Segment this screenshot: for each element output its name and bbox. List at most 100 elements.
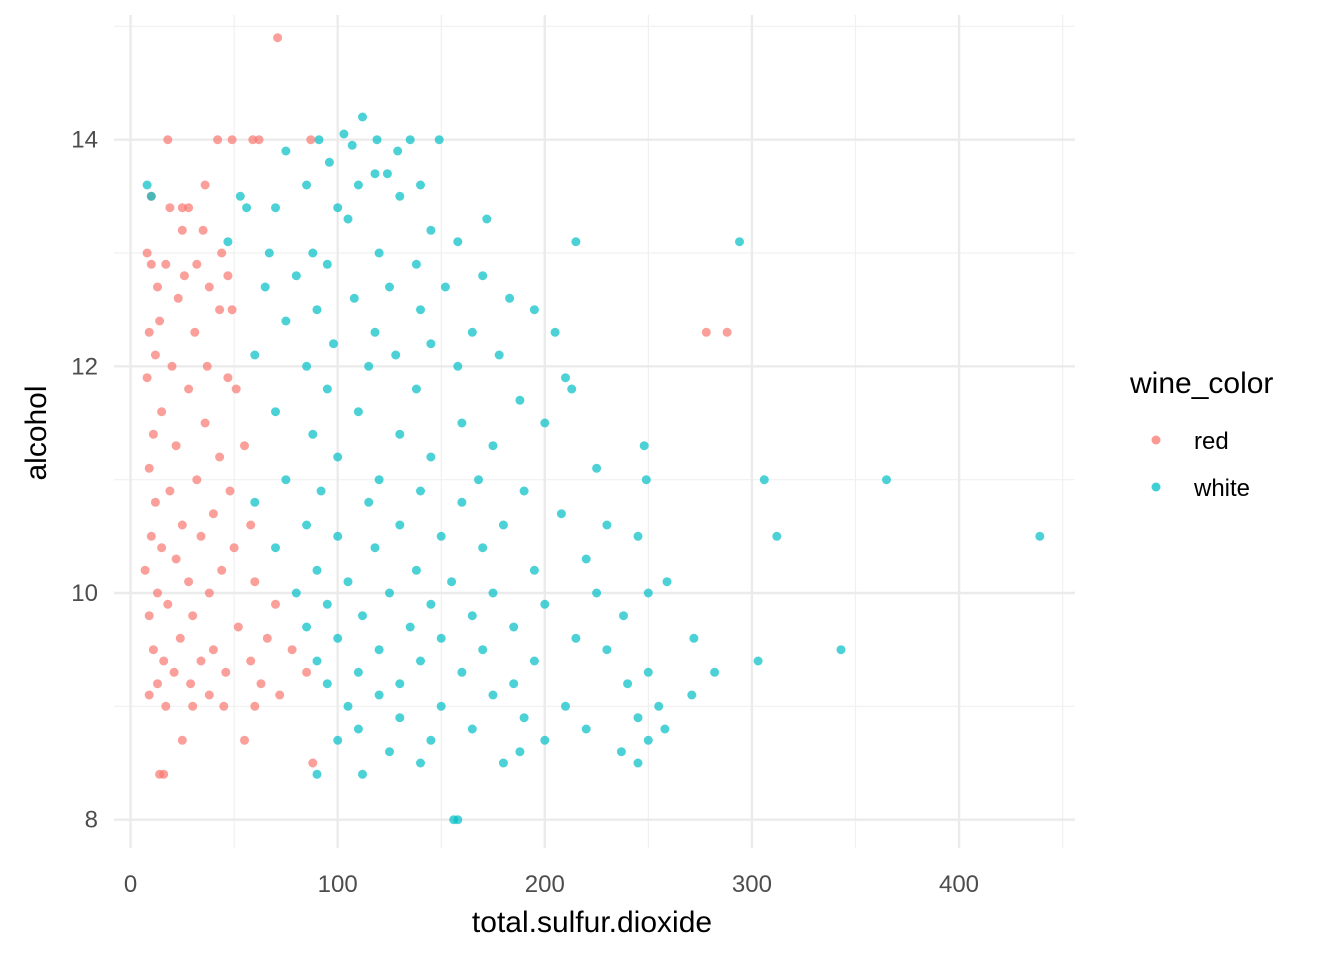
point-red: [192, 475, 202, 485]
point-white: [358, 112, 367, 122]
y-tick-label: 10: [71, 580, 98, 607]
point-white: [540, 418, 550, 428]
point-white: [457, 667, 467, 677]
point-red: [179, 271, 189, 281]
point-red: [188, 701, 198, 711]
point-white: [416, 758, 425, 768]
point-white: [382, 169, 392, 179]
point-white: [333, 735, 343, 745]
point-white: [561, 373, 570, 383]
point-white: [509, 622, 519, 632]
point-white: [302, 520, 312, 530]
point-red: [208, 645, 218, 655]
point-white: [281, 146, 291, 156]
point-red: [146, 259, 156, 269]
point-red: [140, 565, 150, 575]
series-white: [142, 112, 1045, 825]
point-red: [233, 622, 243, 632]
point-red: [153, 679, 162, 689]
point-white: [515, 395, 525, 405]
point-red: [144, 611, 154, 621]
point-white: [281, 475, 291, 485]
point-red: [262, 633, 272, 643]
point-red: [227, 135, 237, 145]
point-white: [405, 135, 415, 145]
legend: wine_color red white: [1129, 367, 1273, 502]
point-white: [509, 679, 519, 689]
point-white: [374, 690, 384, 700]
point-red: [223, 271, 233, 281]
point-red: [196, 531, 206, 541]
point-white: [602, 520, 612, 530]
point-white: [426, 225, 436, 235]
point-white: [416, 486, 425, 496]
point-red: [161, 259, 171, 269]
y-tick-label: 8: [85, 807, 98, 834]
point-white: [426, 339, 436, 349]
x-tick-label: 400: [939, 871, 979, 898]
point-white: [592, 463, 602, 473]
point-red: [184, 203, 194, 213]
point-red: [171, 441, 181, 451]
point-red: [188, 611, 198, 621]
point-white: [395, 713, 405, 723]
point-white: [353, 407, 363, 417]
point-white: [312, 769, 322, 779]
point-white: [308, 248, 318, 258]
point-white: [643, 735, 653, 745]
point-white: [453, 237, 463, 247]
point-white: [467, 327, 477, 337]
point-red: [215, 452, 225, 462]
point-white: [687, 690, 697, 700]
point-white: [571, 237, 581, 247]
point-white: [478, 543, 488, 553]
point-white: [385, 747, 394, 757]
point-white: [235, 191, 245, 201]
point-red: [177, 735, 187, 745]
point-white: [436, 701, 446, 711]
point-white: [395, 520, 405, 530]
point-red: [165, 203, 175, 213]
point-white: [616, 747, 626, 757]
point-white: [291, 588, 301, 598]
point-white: [488, 690, 498, 700]
point-white: [347, 140, 357, 150]
point-white: [322, 599, 332, 609]
point-white: [567, 384, 577, 394]
point-red: [177, 520, 187, 530]
point-white: [529, 656, 539, 666]
point-red: [248, 135, 258, 145]
point-white: [633, 531, 643, 541]
point-red: [157, 407, 167, 417]
point-white: [498, 520, 508, 530]
point-white: [515, 747, 525, 757]
point-white: [302, 622, 312, 632]
point-white: [643, 588, 653, 598]
point-red: [157, 543, 167, 553]
point-red: [153, 588, 162, 598]
point-white: [302, 361, 312, 371]
point-white: [474, 475, 483, 485]
point-white: [540, 599, 550, 609]
point-white: [395, 191, 405, 201]
point-white: [281, 316, 291, 326]
point-red: [144, 463, 154, 473]
point-white: [242, 203, 252, 213]
legend-key-red: [1151, 435, 1161, 445]
point-white: [457, 418, 467, 428]
point-red: [223, 373, 233, 383]
point-white: [308, 429, 318, 439]
point-white: [519, 486, 529, 496]
point-white: [374, 475, 384, 485]
point-white: [329, 339, 338, 349]
point-white: [416, 180, 425, 190]
point-white: [440, 282, 450, 292]
point-red: [163, 135, 173, 145]
point-white: [349, 293, 359, 303]
point-white: [370, 327, 380, 337]
point-red: [225, 486, 235, 496]
point-white: [660, 724, 670, 734]
point-white: [411, 259, 421, 269]
legend-key-white: [1151, 482, 1161, 492]
